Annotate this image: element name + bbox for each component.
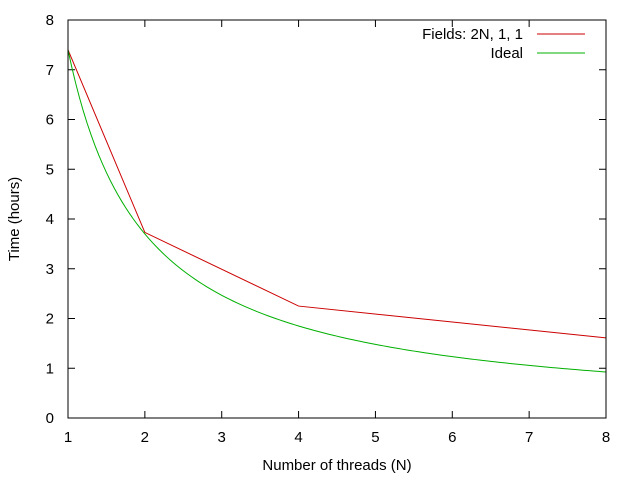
x-tick-label: 7 (525, 429, 533, 446)
plot-frame (67, 19, 607, 419)
x-tick-label: 2 (141, 429, 149, 446)
x-tick-label: 4 (294, 429, 302, 446)
y-tick-label: 4 (46, 211, 54, 228)
y-tick-label: 2 (46, 311, 54, 328)
y-axis-title: Time (hours) (6, 177, 23, 261)
x-tick-label: 8 (602, 429, 610, 446)
x-tick-label: 3 (218, 429, 226, 446)
legend-label: Ideal (490, 45, 523, 62)
y-tick-label: 1 (46, 360, 54, 377)
x-tick-label: 5 (371, 429, 379, 446)
series-line-fields (67, 49, 607, 339)
y-tick-label: 6 (46, 112, 54, 129)
legend: Fields: 2N, 1, 1 Ideal (422, 26, 585, 62)
y-tick-label: 3 (46, 261, 54, 278)
x-axis-title: Number of threads (N) (262, 457, 411, 474)
series-line-ideal (67, 49, 607, 373)
y-tick-label: 7 (46, 62, 54, 79)
y-tick-label: 0 (46, 410, 54, 427)
x-tick-label: 6 (448, 429, 456, 446)
x-tick-label: 1 (64, 429, 72, 446)
y-tick-label: 8 (46, 12, 54, 29)
legend-label: Fields: 2N, 1, 1 (422, 26, 523, 43)
y-tick-label: 5 (46, 161, 54, 178)
series-layer (67, 49, 607, 373)
